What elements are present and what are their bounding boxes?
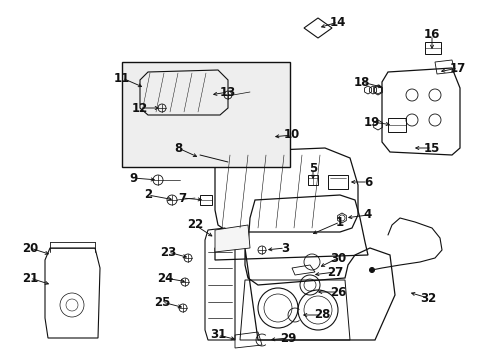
Text: 15: 15 [423,141,439,154]
Text: 28: 28 [313,309,329,321]
Text: 32: 32 [419,292,435,305]
Bar [424,42,440,54]
Text: 31: 31 [209,328,225,342]
Text: 23: 23 [160,246,176,258]
Text: 14: 14 [329,15,346,28]
Bar [327,175,347,189]
Text: 26: 26 [329,285,346,298]
Text: 3: 3 [281,242,288,255]
Text: 27: 27 [326,266,343,279]
Text: 25: 25 [154,296,170,309]
Text: 7: 7 [178,192,185,204]
Text: 29: 29 [279,332,296,345]
Bar [387,118,405,132]
Bar [307,175,317,185]
Text: 4: 4 [363,208,371,221]
Text: 10: 10 [284,129,300,141]
Text: 21: 21 [22,271,38,284]
Text: 17: 17 [449,62,465,75]
Text: 11: 11 [114,72,130,85]
Text: 12: 12 [132,102,148,114]
Text: 6: 6 [363,175,371,189]
Text: 2: 2 [143,189,152,202]
Text: 30: 30 [329,252,346,265]
Text: 5: 5 [308,162,317,175]
Text: 16: 16 [423,28,439,41]
Text: 1: 1 [335,216,344,229]
Text: 24: 24 [157,271,173,284]
Bar [200,195,212,205]
Bar [122,62,289,167]
Text: 22: 22 [186,219,203,231]
Circle shape [369,267,374,273]
Text: 19: 19 [363,116,379,129]
Text: 18: 18 [353,76,369,89]
Text: 20: 20 [22,242,38,255]
Text: 13: 13 [220,85,236,99]
Text: 9: 9 [129,171,137,184]
Text: 8: 8 [174,141,182,154]
Polygon shape [215,225,249,252]
